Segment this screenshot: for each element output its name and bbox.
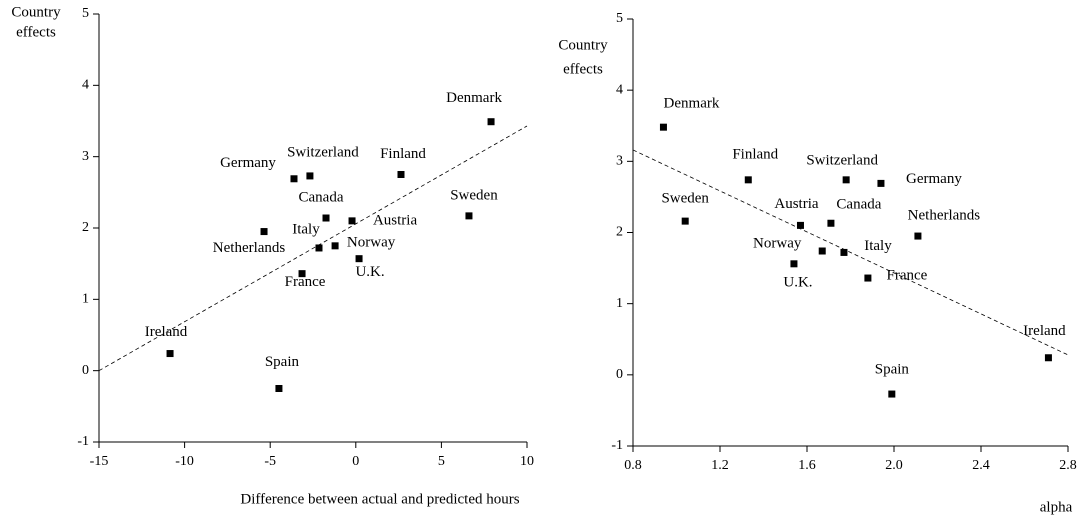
point-label: Sweden (450, 187, 498, 203)
point (864, 274, 872, 282)
point (487, 118, 495, 126)
point (355, 255, 363, 263)
x-tick-label: 1.6 (798, 458, 816, 473)
point-label: Sweden (661, 191, 709, 207)
point (840, 248, 848, 256)
point (315, 244, 323, 252)
x-tick-label: -15 (90, 454, 109, 469)
point (322, 214, 330, 222)
y-tick-label: 0 (82, 363, 89, 378)
point (166, 350, 174, 358)
point (744, 176, 752, 184)
point-label: France (285, 274, 326, 290)
point (306, 172, 314, 180)
point (914, 232, 922, 240)
point-label: Ireland (1023, 323, 1066, 339)
point-label: Spain (875, 361, 910, 377)
y-tick-label: 3 (82, 149, 89, 164)
point-label: U.K. (783, 274, 812, 290)
point-label: Austria (373, 212, 418, 228)
point (348, 217, 356, 225)
point-label: Italy (864, 238, 892, 254)
point-label: Netherlands (213, 240, 286, 256)
x-tick-label: 2.4 (972, 458, 990, 473)
point-label: Norway (347, 234, 396, 250)
y-tick-label: 0 (616, 367, 623, 382)
point-label: Canada (836, 197, 881, 213)
point (275, 385, 283, 392)
x-axis-label: Difference between actual and predicted … (240, 491, 519, 507)
point (260, 228, 268, 236)
y-tick-label: 3 (616, 154, 623, 169)
x-tick-label: 2.0 (885, 458, 903, 473)
y-tick-label: -1 (77, 434, 89, 449)
point-label: Finland (380, 146, 426, 162)
point-label: U.K. (355, 264, 384, 280)
point-label: Switzerland (806, 152, 878, 168)
y-tick-label: 5 (616, 11, 623, 26)
point-label: Switzerland (287, 144, 359, 160)
y-tick-label: 1 (616, 296, 623, 311)
point-label: France (886, 267, 927, 283)
point (888, 390, 896, 398)
y-tick-label: 2 (616, 225, 623, 240)
point (818, 247, 826, 255)
y-axis-label: effects (563, 61, 603, 77)
y-axis-label: Country (11, 4, 61, 20)
point (298, 270, 306, 278)
point (842, 176, 850, 184)
x-tick-label: 10 (520, 454, 534, 469)
x-axis-label: alpha (1040, 499, 1073, 515)
point-label: Italy (292, 221, 320, 237)
point-label: Norway (753, 235, 802, 251)
point-label: Spain (265, 354, 300, 370)
point-label: Austria (774, 196, 819, 212)
y-tick-label: -1 (611, 438, 623, 453)
y-tick-label: 5 (82, 6, 89, 21)
point-label: Finland (732, 146, 778, 162)
y-tick-label: 4 (82, 78, 89, 93)
point (331, 242, 339, 250)
point-label: Canada (299, 189, 344, 205)
x-tick-label: 1.2 (711, 458, 729, 473)
y-tick-label: 4 (616, 82, 623, 97)
point (465, 212, 473, 220)
point (790, 260, 798, 268)
x-tick-label: 5 (438, 454, 445, 469)
point (397, 171, 405, 178)
point-label: Germany (220, 155, 276, 171)
point (659, 123, 667, 131)
point-label: Denmark (664, 96, 720, 112)
point (1044, 354, 1052, 362)
y-tick-label: 2 (82, 220, 89, 235)
y-axis-label: effects (16, 24, 56, 40)
point-label: Germany (906, 171, 962, 187)
x-tick-label: 2.8 (1059, 458, 1077, 473)
point (827, 219, 835, 227)
x-tick-label: 0.8 (624, 458, 642, 473)
point (796, 221, 804, 229)
point-label: Ireland (145, 324, 188, 340)
x-tick-label: -5 (264, 454, 276, 469)
x-tick-label: 0 (352, 454, 359, 469)
fit-line (632, 149, 1069, 356)
y-axis-label: Country (558, 37, 608, 53)
point-label: Denmark (446, 90, 502, 106)
point-label: Netherlands (908, 207, 981, 223)
point (877, 179, 885, 187)
x-tick-label: -10 (175, 454, 194, 469)
fit-line (98, 125, 528, 372)
y-tick-label: 1 (82, 292, 89, 307)
point (290, 175, 298, 183)
point (681, 217, 689, 225)
